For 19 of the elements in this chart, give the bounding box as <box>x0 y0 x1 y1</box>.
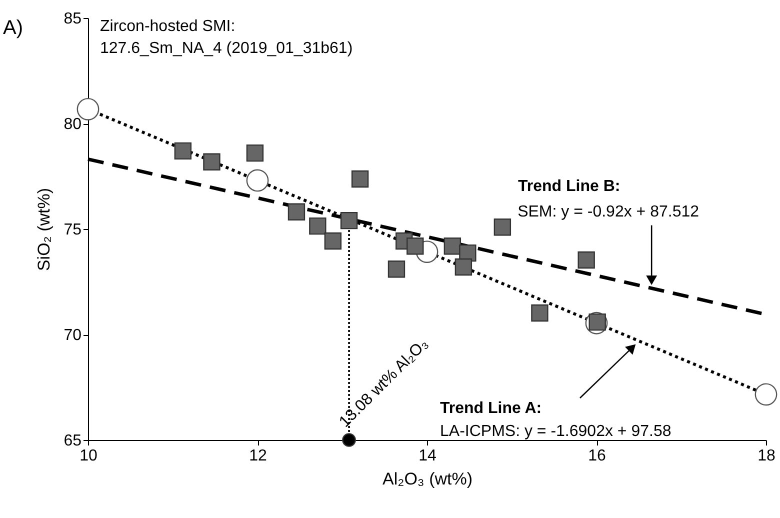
text: A) <box>3 17 23 39</box>
annotation: 127.6_Sm_NA_4 (2019_01_31b61) <box>100 40 353 57</box>
x-tick-label: 12 <box>249 448 267 464</box>
x-axis-title: Al₂O₃ (wt%) <box>382 470 473 488</box>
x-tick-label: 14 <box>418 448 436 464</box>
x-tick-label: 10 <box>80 448 98 464</box>
annotation: Trend Line A: <box>440 400 542 417</box>
y-tick-label: 70 <box>64 327 82 344</box>
y-tick-label: 80 <box>64 116 82 133</box>
y-tick-label: 85 <box>64 10 82 28</box>
x-tick-label: 16 <box>588 448 606 464</box>
annotation: SEM: y = -0.92x + 87.512 <box>518 203 700 220</box>
annotation: LA-ICPMS: y = -1.6902x + 97.58 <box>440 423 672 440</box>
annotation: Trend Line B: <box>518 178 620 195</box>
x-tick-label: 18 <box>758 448 776 464</box>
y-tick-label: 65 <box>64 432 82 450</box>
annotation: Zircon-hosted SMI: <box>100 18 236 35</box>
y-axis-title: SiO₂ (wt%) <box>34 188 54 272</box>
y-tick-label: 75 <box>64 222 82 238</box>
